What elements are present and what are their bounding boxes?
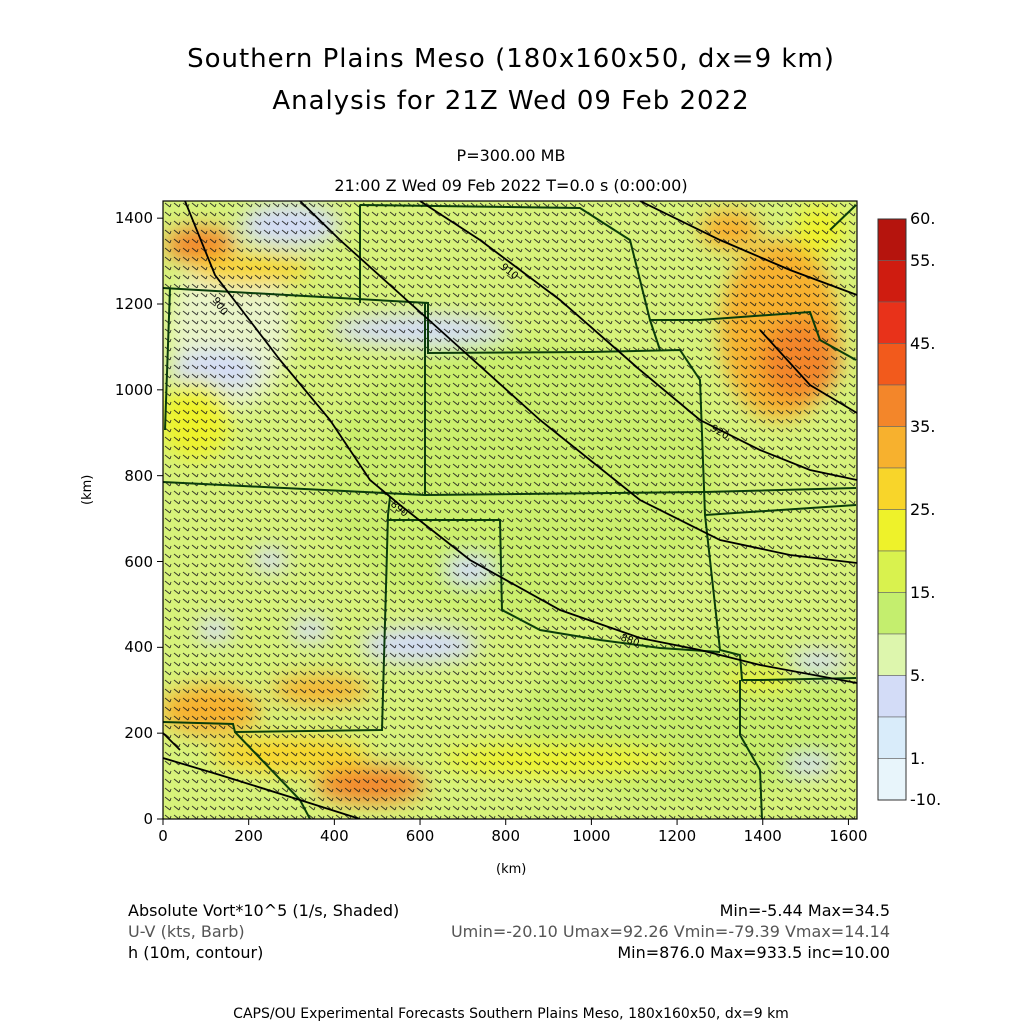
x-axis (162, 819, 849, 825)
legend-height-label: h (10m, contour) (128, 943, 264, 962)
x-tick-label: 200 (234, 827, 263, 845)
y-tick-label: 1400 (114, 209, 153, 228)
x-tick-label: 0 (158, 827, 168, 845)
legend-vort-label: Absolute Vort*10^5 (1/s, Shaded) (128, 901, 400, 920)
colorbar-label: 60. (910, 209, 936, 228)
colorbar-swatch (877, 426, 907, 469)
colorbar-swatch (877, 550, 907, 593)
y-axis-label: (km) (80, 474, 95, 505)
colorbar-label: 15. (910, 582, 936, 602)
colorbar-label: 1. (910, 748, 926, 768)
legend-wind-stats: Umin=-20.10 Umax=92.26 Vmin=-79.39 Vmax=… (450, 922, 890, 941)
x-tick-label: 1000 (572, 827, 611, 845)
colorbar-swatch (877, 343, 907, 386)
colorbar-frame (877, 218, 907, 801)
colorbar-label: 35. (910, 416, 936, 436)
plot-frame (162, 200, 858, 820)
colorbar-label: 5. (910, 665, 926, 685)
colorbar-swatch (877, 384, 907, 427)
colorbar-label: 25. (910, 499, 936, 519)
legend-vort-stats: Min=-5.44 Max=34.5 (719, 901, 890, 920)
colorbar-swatch (877, 467, 907, 510)
colorbar-swatch (877, 758, 907, 801)
colorbar-swatch (877, 301, 907, 344)
colorbar-swatch (877, 218, 907, 261)
colorbar-swatch (877, 592, 907, 635)
legend-wind-label: U-V (kts, Barb) (128, 922, 245, 941)
y-axis (157, 217, 163, 820)
x-axis-label: (km) (496, 862, 527, 877)
y-tick-label: 1000 (114, 380, 153, 399)
y-tick-label: 600 (124, 552, 153, 571)
y-tick-label: 400 (124, 638, 153, 657)
height-contours (163, 201, 857, 819)
time-label: 21:00 Z Wed 09 Feb 2022 T=0.0 s (0:00:00… (334, 176, 688, 195)
colorbar-label: 45. (910, 333, 936, 353)
x-tick-label: 1600 (829, 827, 868, 845)
x-tick-label: 1400 (743, 827, 782, 845)
x-tick-label: 400 (320, 827, 349, 845)
map-title-line2: Analysis for 21Z Wed 09 Feb 2022 (272, 86, 750, 116)
colorbar-label: 55. (910, 250, 936, 270)
map-title-line1: Southern Plains Meso (180x160x50, dx=9 k… (187, 44, 835, 74)
legend-height-stats: Min=876.0 Max=933.5 inc=10.00 (617, 943, 890, 962)
colorbar (877, 218, 907, 801)
x-tick-label: 1200 (657, 827, 697, 845)
y-tick-label: 1200 (114, 295, 153, 313)
y-tick-label: 0 (143, 810, 153, 828)
colorbar-swatch (877, 509, 907, 552)
x-tick-label: 800 (491, 827, 521, 845)
colorbar-label: -10. (910, 790, 942, 809)
colorbar-swatch (877, 716, 907, 759)
y-tick-label: 200 (124, 724, 153, 743)
colorbar-swatch (877, 675, 907, 718)
colorbar-swatch (877, 260, 907, 303)
vorticity-shading (163, 201, 857, 819)
footer-credit: CAPS/OU Experimental Forecasts Southern … (233, 1006, 789, 1022)
colorbar-swatch (877, 633, 907, 676)
x-tick-label: 600 (405, 827, 435, 845)
level-label: P=300.00 MB (456, 146, 566, 165)
y-tick-label: 800 (124, 466, 153, 485)
